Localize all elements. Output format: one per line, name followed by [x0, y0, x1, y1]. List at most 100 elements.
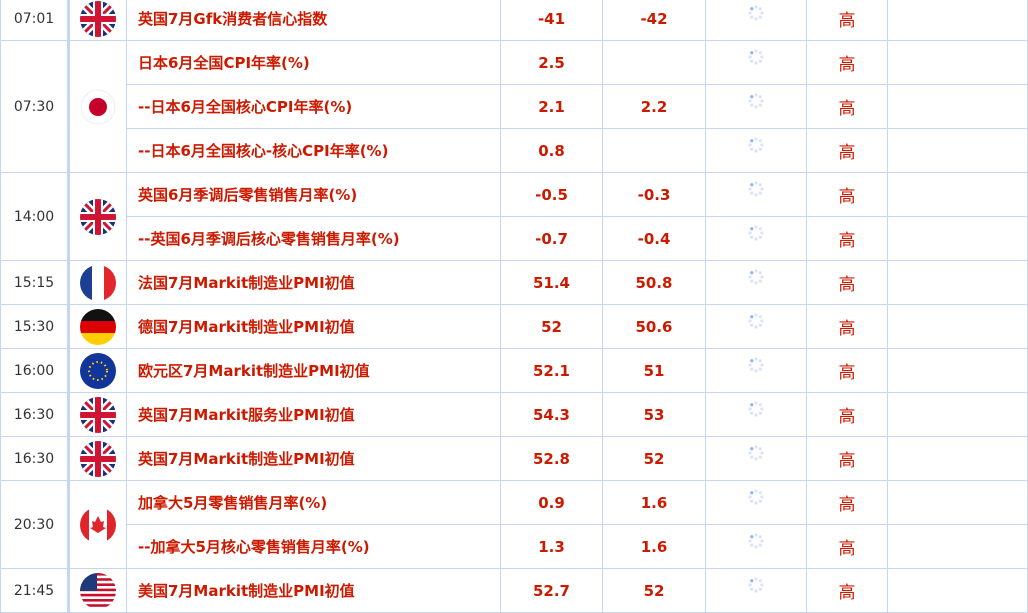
previous-value: -41 [500, 0, 603, 41]
importance-level: 高 [806, 304, 888, 349]
event-row: 16:30 英国7月Markit服务业PMI初值 54.3 53 高 [0, 392, 1028, 437]
event-time: 15:30 [0, 304, 70, 349]
country-flag-cell [68, 40, 127, 173]
forecast-value: 52 [602, 568, 706, 613]
event-row: 07:01 英国7月Gfk消费者信心指数 -41 -42 高 [0, 0, 1028, 41]
loading-spinner-icon [747, 445, 765, 468]
country-flag-cell [68, 260, 127, 305]
eu-flag-icon [80, 352, 116, 389]
extra-cell [887, 524, 1028, 569]
previous-value: -0.7 [500, 216, 603, 261]
actual-value-loading [705, 260, 807, 305]
event-time: 15:15 [0, 260, 70, 305]
loading-spinner-icon [747, 5, 765, 28]
loading-spinner-icon [747, 313, 765, 336]
event-time: 21:45 [0, 568, 70, 613]
forecast-value: 1.6 [602, 480, 706, 525]
actual-value-loading [705, 0, 807, 41]
forecast-value [602, 128, 706, 173]
country-flag-cell [68, 304, 127, 349]
event-name[interactable]: 欧元区7月Markit制造业PMI初值 [126, 348, 501, 393]
forecast-value: -0.4 [602, 216, 706, 261]
event-row: 14:00 英国6月季调后零售销售月率(%) -0.5 -0.3 高 [0, 172, 1028, 261]
uk-flag-icon [80, 396, 116, 433]
event-name[interactable]: 德国7月Markit制造业PMI初值 [126, 304, 501, 349]
event-name[interactable]: 英国6月季调后零售销售月率(%) [126, 172, 501, 217]
loading-spinner-icon [747, 577, 765, 600]
event-time: 07:01 [0, 0, 70, 41]
extra-cell [887, 392, 1028, 437]
actual-value-loading [705, 304, 807, 349]
extra-cell [887, 480, 1028, 525]
previous-value: 1.3 [500, 524, 603, 569]
importance-level: 高 [806, 480, 888, 525]
event-row: --加拿大5月核心零售销售月率(%) 1.3 1.6 高 [1, 524, 1028, 569]
loading-spinner-icon [747, 93, 765, 116]
event-name[interactable]: 日本6月全国CPI年率(%) [126, 40, 501, 85]
uk-flag-icon [80, 0, 116, 37]
previous-value: 0.9 [500, 480, 603, 525]
actual-value-loading [705, 128, 807, 173]
event-name[interactable]: --日本6月全国核心-核心CPI年率(%) [126, 128, 501, 173]
event-name[interactable]: 英国7月Markit制造业PMI初值 [126, 436, 501, 481]
event-name[interactable]: 英国7月Markit服务业PMI初值 [126, 392, 501, 437]
actual-value-loading [705, 172, 807, 217]
actual-value-loading [705, 480, 807, 525]
loading-spinner-icon [747, 401, 765, 424]
forecast-value: 51 [602, 348, 706, 393]
extra-cell [887, 436, 1028, 481]
extra-cell [887, 216, 1028, 261]
event-time: 16:30 [0, 392, 70, 437]
event-time: 20:30 [0, 480, 70, 569]
event-row: 07:30 日本6月全国CPI年率(%) 2.5 高 [0, 40, 1028, 173]
forecast-value: 1.6 [602, 524, 706, 569]
actual-value-loading [705, 436, 807, 481]
event-row: --日本6月全国核心-核心CPI年率(%) 0.8 高 [1, 128, 1028, 173]
event-time: 14:00 [0, 172, 70, 261]
importance-level: 高 [806, 128, 888, 173]
loading-spinner-icon [747, 269, 765, 292]
extra-cell [887, 40, 1028, 85]
country-flag-cell [68, 0, 127, 41]
event-time: 16:00 [0, 348, 70, 393]
country-flag-cell [68, 172, 127, 261]
previous-value: 54.3 [500, 392, 603, 437]
importance-level: 高 [806, 568, 888, 613]
event-time: 16:30 [0, 436, 70, 481]
event-name[interactable]: 美国7月Markit制造业PMI初值 [126, 568, 501, 613]
previous-value: -0.5 [500, 172, 603, 217]
loading-spinner-icon [747, 49, 765, 72]
uk-flag-icon [80, 440, 116, 477]
extra-cell [887, 84, 1028, 129]
forecast-value: 50.6 [602, 304, 706, 349]
forecast-value: 50.8 [602, 260, 706, 305]
event-name[interactable]: 英国7月Gfk消费者信心指数 [126, 0, 501, 41]
actual-value-loading [705, 392, 807, 437]
event-name[interactable]: --日本6月全国核心CPI年率(%) [126, 84, 501, 129]
actual-value-loading [705, 40, 807, 85]
event-row: --日本6月全国核心CPI年率(%) 2.1 2.2 高 [1, 84, 1028, 129]
country-flag-cell [68, 480, 127, 569]
actual-value-loading [705, 348, 807, 393]
importance-level: 高 [806, 40, 888, 85]
extra-cell [887, 128, 1028, 173]
event-name[interactable]: --加拿大5月核心零售销售月率(%) [126, 524, 501, 569]
event-name[interactable]: 法国7月Markit制造业PMI初值 [126, 260, 501, 305]
actual-value-loading [705, 568, 807, 613]
event-row: 16:00 欧元区7月Markit制造业PMI初值 52.1 51 高 [0, 348, 1028, 393]
extra-cell [887, 348, 1028, 393]
previous-value: 52.1 [500, 348, 603, 393]
actual-value-loading [705, 84, 807, 129]
forecast-value: 53 [602, 392, 706, 437]
extra-cell [887, 304, 1028, 349]
importance-level: 高 [806, 524, 888, 569]
previous-value: 51.4 [500, 260, 603, 305]
event-name[interactable]: 加拿大5月零售销售月率(%) [126, 480, 501, 525]
importance-level: 高 [806, 0, 888, 41]
event-name[interactable]: --英国6月季调后核心零售销售月率(%) [126, 216, 501, 261]
previous-value: 52 [500, 304, 603, 349]
previous-value: 2.5 [500, 40, 603, 85]
event-row: 15:30 德国7月Markit制造业PMI初值 52 50.6 高 [0, 304, 1028, 349]
country-flag-cell [68, 348, 127, 393]
